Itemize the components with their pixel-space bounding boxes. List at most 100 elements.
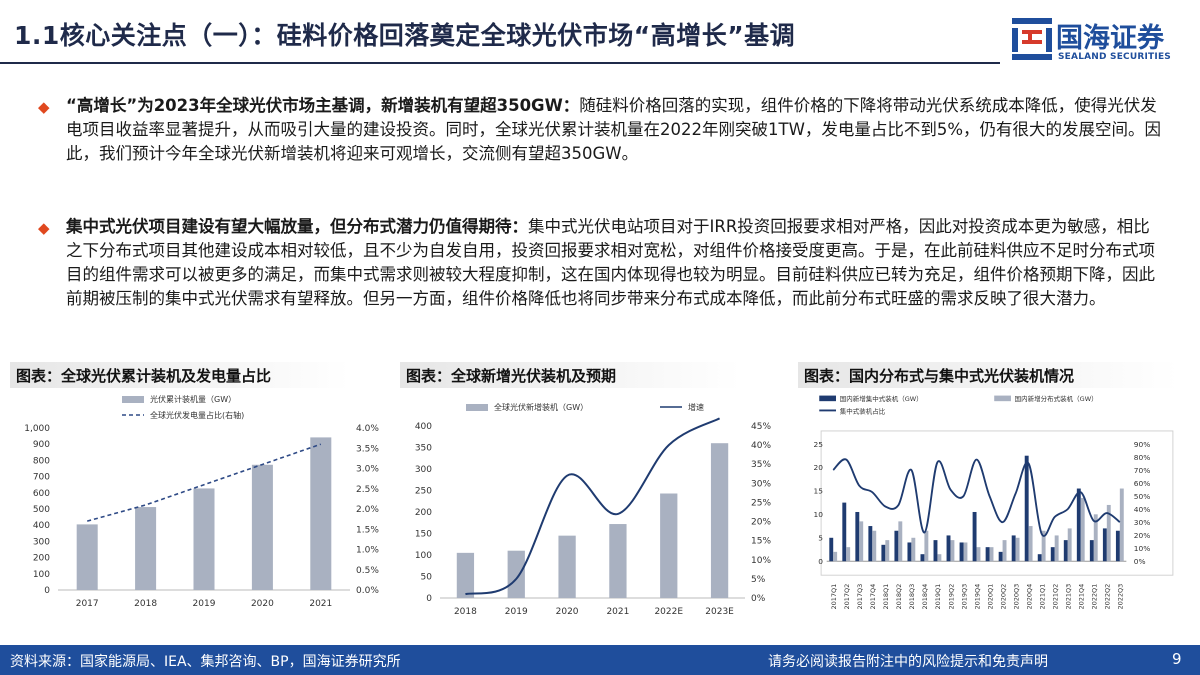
bar-2020 xyxy=(251,464,273,590)
company-logo: 国海证券 SEALAND SECURITIES xyxy=(1010,10,1190,66)
y-left-tick-label: 15 xyxy=(814,487,824,496)
y-left-tick-label: 0 xyxy=(44,586,50,596)
x-tick-label: 2019Q2 xyxy=(947,584,955,610)
bar-distributed-2020Q2 xyxy=(1002,540,1007,562)
bar-distributed-2017Q3 xyxy=(859,521,864,562)
y-left-tick-label: 900 xyxy=(33,440,50,450)
x-tick-label: 2019Q3 xyxy=(960,584,968,610)
y-left-tick-label: 50 xyxy=(421,573,433,583)
bar-centralized-2018Q2 xyxy=(894,530,899,562)
bar-2021 xyxy=(609,524,627,598)
page-title: 1.1核心关注点（一）：硅料价格回落奠定全球光伏市场“高增长”基调 xyxy=(14,21,796,50)
bar-2018 xyxy=(456,552,475,598)
y-left-tick-label: 250 xyxy=(415,487,432,497)
footer: 资料来源：国家能源局、IEA、集邦咨询、BP，国海证券研究所 请务必阅读报告附注… xyxy=(0,645,1200,675)
bullet-diamond-icon: ◆ xyxy=(38,98,50,116)
bar-distributed-2022Q2 xyxy=(1106,504,1111,562)
y-right-tick-label: 90% xyxy=(1134,440,1151,449)
x-tick-label: 2019Q1 xyxy=(934,584,942,610)
y-right-tick-label: 3.5% xyxy=(356,444,379,454)
bar-centralized-2021Q2 xyxy=(1050,547,1055,562)
y-right-tick-label: 4.0% xyxy=(356,424,379,434)
bar-centralized-2021Q1 xyxy=(1037,554,1042,562)
x-tick-label: 2018Q3 xyxy=(908,584,916,610)
logo-text-en: SEALAND SECURITIES xyxy=(1058,52,1171,62)
paragraph-2-body: 集中式光伏电站项目对于IRR投资回报要求相对严格，因此对投资成本更为敏感，相比之… xyxy=(66,217,1155,308)
legend-swatch-centralized xyxy=(819,395,837,402)
chart-2-title: 图表：全球新增光伏装机及预期 xyxy=(400,362,780,388)
bar-centralized-2018Q1 xyxy=(881,544,886,562)
bar-distributed-2017Q4 xyxy=(872,530,877,562)
paragraph-1: “高增长”为2023年全球光伏市场主基调，新增装机有望超350GW：随硅料价格回… xyxy=(66,94,1166,166)
bar-centralized-2017Q3 xyxy=(855,511,860,562)
logo-text-cn: 国海证券 xyxy=(1056,23,1164,54)
x-tick-label: 2020 xyxy=(556,607,579,617)
y-right-tick-label: 5% xyxy=(751,575,766,585)
series-line-centralized-share xyxy=(832,458,1121,537)
bar-distributed-2020Q4 xyxy=(1028,526,1033,562)
bar-distributed-2018Q2 xyxy=(898,521,903,562)
y-left-tick-label: 10 xyxy=(814,510,824,519)
x-tick-label: 2017Q1 xyxy=(830,584,838,610)
bar-centralized-2017Q4 xyxy=(868,526,873,562)
y-right-tick-label: 10% xyxy=(751,556,771,566)
plot-frame xyxy=(820,430,1174,576)
x-tick-label: 2019Q4 xyxy=(973,584,981,610)
x-tick-label: 2017Q2 xyxy=(843,584,851,610)
y-left-tick-label: 1,000 xyxy=(24,424,50,434)
bar-2020 xyxy=(558,535,576,598)
y-right-tick-label: 0.0% xyxy=(356,586,379,596)
legend-label-line: 增速 xyxy=(688,402,704,412)
y-right-tick-label: 25% xyxy=(751,498,771,508)
x-tick-label: 2020Q3 xyxy=(1012,584,1020,610)
paragraph-1-lead: “高增长”为2023年全球光伏市场主基调，新增装机有望超350GW： xyxy=(66,96,580,115)
y-left-tick-label: 200 xyxy=(33,554,50,564)
legend-swatch-bar xyxy=(466,404,488,411)
y-right-tick-label: 40% xyxy=(751,441,771,451)
x-tick-label: 2020Q4 xyxy=(1025,584,1033,610)
y-left-tick-label: 300 xyxy=(415,465,432,475)
x-tick-label: 2018Q2 xyxy=(895,584,903,610)
bar-centralized-2021Q3 xyxy=(1063,540,1068,562)
y-right-tick-label: 70% xyxy=(1134,466,1151,475)
y-left-tick-label: 700 xyxy=(33,473,50,483)
bar-centralized-2019Q1 xyxy=(933,540,938,562)
bar-distributed-2019Q2 xyxy=(950,540,955,562)
x-tick-label: 2022E xyxy=(654,607,683,617)
y-left-tick-label: 350 xyxy=(415,444,432,454)
y-left-tick-label: 5 xyxy=(818,534,823,543)
y-right-tick-label: 45% xyxy=(751,422,771,432)
bar-centralized-2018Q4 xyxy=(920,554,925,562)
y-right-tick-label: 15% xyxy=(751,537,771,547)
bar-centralized-2019Q4 xyxy=(972,511,977,562)
x-tick-label: 2020Q1 xyxy=(986,584,994,610)
bar-distributed-2018Q1 xyxy=(885,540,890,562)
bar-distributed-2019Q1 xyxy=(937,554,942,562)
bar-2019 xyxy=(507,550,525,598)
bar-distributed-2017Q1 xyxy=(833,551,838,562)
legend-label-share: 集中式装机占比 xyxy=(840,406,886,415)
y-right-tick-label: 1.0% xyxy=(356,546,379,556)
y-right-tick-label: 0.5% xyxy=(356,566,379,576)
x-tick-label: 2021Q3 xyxy=(1065,584,1073,610)
y-right-tick-label: 20% xyxy=(751,518,771,528)
x-tick-label: 2023E xyxy=(705,607,734,617)
bar-distributed-2021Q4 xyxy=(1080,497,1085,562)
bar-distributed-2022Q3 xyxy=(1119,488,1124,562)
bar-centralized-2017Q1 xyxy=(829,537,834,562)
bar-2022E xyxy=(660,493,678,598)
bar-centralized-2019Q2 xyxy=(946,535,951,562)
x-tick-label: 2020Q2 xyxy=(999,584,1007,610)
x-tick-label: 2022Q1 xyxy=(1091,584,1099,610)
x-tick-label: 2018 xyxy=(454,607,477,617)
bar-distributed-2021Q3 xyxy=(1067,528,1072,562)
bar-centralized-2020Q1 xyxy=(985,547,990,562)
x-tick-label: 2020 xyxy=(251,599,274,609)
legend-swatch-bar xyxy=(122,396,144,403)
y-right-tick-label: 2.0% xyxy=(356,505,379,515)
x-tick-label: 2018Q4 xyxy=(921,584,929,610)
y-right-tick-label: 0% xyxy=(751,594,766,604)
bar-2018 xyxy=(135,507,157,590)
bar-centralized-2022Q1 xyxy=(1089,540,1094,562)
chart-3-title: 图表：国内分布式与集中式光伏装机情况 xyxy=(798,362,1193,388)
